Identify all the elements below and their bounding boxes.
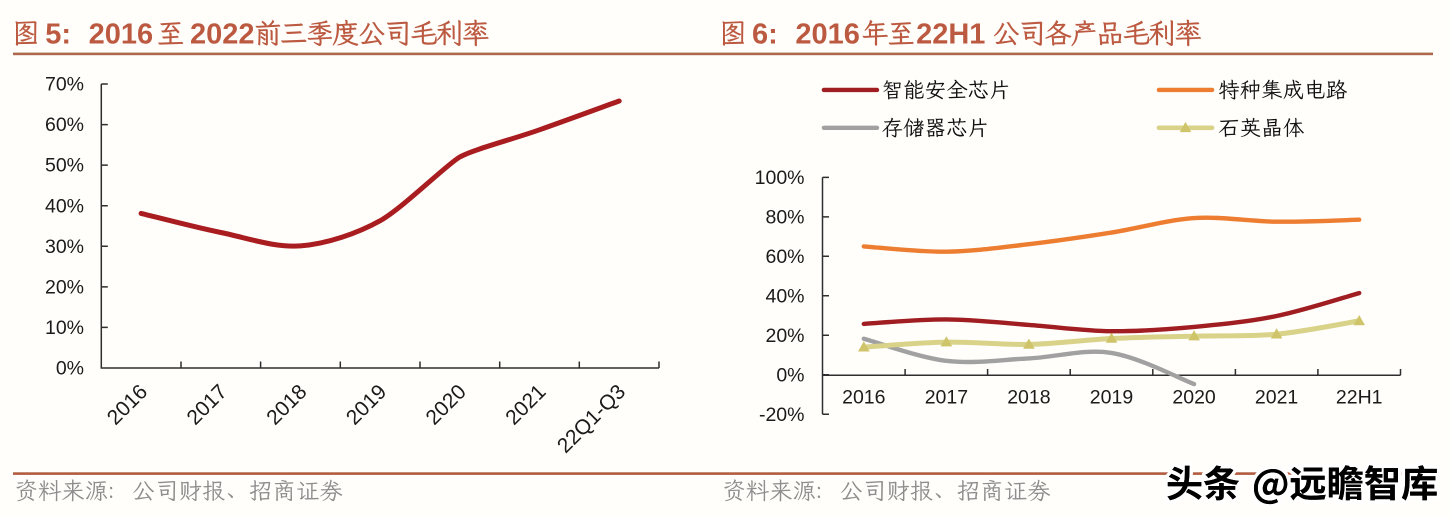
svg-text:5:: 5: [45,19,71,51]
svg-text:2019: 2019 [342,380,391,429]
svg-text:2017: 2017 [183,380,232,429]
svg-text:70%: 70% [45,74,84,96]
svg-text:2021: 2021 [1255,387,1298,409]
svg-text:0%: 0% [776,364,804,386]
svg-text:22Q1-Q3: 22Q1-Q3 [553,380,630,457]
svg-text:60%: 60% [765,246,804,268]
svg-text:2020: 2020 [422,380,471,429]
svg-text:2022: 2022 [190,19,255,51]
svg-text:22H1: 22H1 [916,19,985,51]
svg-text:22H1: 22H1 [1336,387,1383,409]
svg-text:2016: 2016 [842,387,885,409]
svg-text:30%: 30% [45,236,84,258]
svg-text:2019: 2019 [1090,387,1133,409]
svg-text:100%: 100% [755,167,805,189]
svg-text:0%: 0% [56,358,84,380]
svg-text:6:: 6: [752,19,778,51]
svg-text:40%: 40% [45,195,84,217]
svg-text:60%: 60% [45,114,84,136]
svg-text:20%: 20% [45,277,84,299]
svg-text:2016: 2016 [795,19,860,51]
svg-text:20%: 20% [765,325,804,347]
svg-text:2021: 2021 [501,380,550,429]
svg-text:2017: 2017 [925,387,968,409]
svg-text:40%: 40% [765,285,804,307]
svg-text:50%: 50% [45,155,84,177]
svg-text:2018: 2018 [262,380,311,429]
svg-text:2016: 2016 [89,19,154,51]
svg-text:10%: 10% [45,317,84,339]
svg-text:2016: 2016 [103,380,152,429]
svg-text:80%: 80% [765,207,804,229]
svg-text:2020: 2020 [1172,387,1216,409]
svg-text:-20%: -20% [759,404,805,426]
svg-text:2018: 2018 [1007,387,1050,409]
